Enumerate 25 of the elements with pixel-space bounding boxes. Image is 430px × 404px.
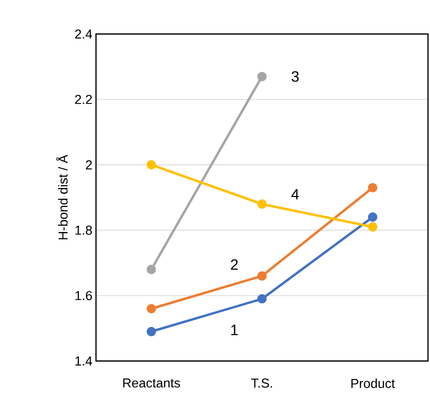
point: [368, 183, 378, 192]
y-tick-label: 2.2: [75, 94, 92, 104]
point: [368, 212, 378, 222]
x-tick-label: Product: [351, 378, 395, 388]
series-label: 4: [291, 189, 299, 200]
point: [257, 271, 267, 281]
series-label: 3: [292, 71, 299, 82]
x-tick-label: T.S.: [251, 378, 272, 388]
point: [146, 264, 156, 274]
point: [146, 160, 156, 170]
point: [146, 304, 156, 314]
y-tick-label: 2.4: [75, 29, 92, 39]
y-tick-label: 1.4: [75, 356, 92, 366]
point: [257, 294, 267, 304]
point: [257, 72, 267, 82]
y-tick-label: 1.8: [75, 226, 92, 235]
series-label: 1: [231, 324, 238, 336]
point: [368, 222, 378, 232]
point: [146, 326, 156, 336]
y-tick-label: 2: [86, 160, 92, 170]
series-label: 2: [230, 259, 238, 270]
y-axis-title: H-bond dist / Å: [56, 154, 68, 240]
x-tick-label: Reactants: [123, 378, 180, 388]
point: [257, 199, 267, 209]
y-tick-label: 1.6: [75, 291, 92, 300]
